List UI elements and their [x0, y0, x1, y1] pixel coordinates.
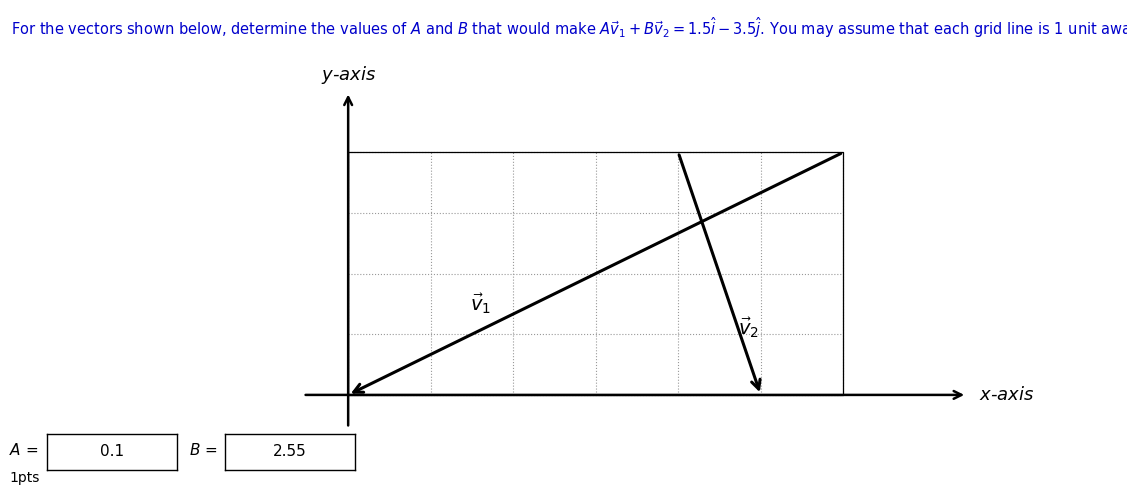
Text: 0.1: 0.1	[100, 444, 124, 459]
Text: For the vectors shown below, determine the values of $A$ and $B$ that would make: For the vectors shown below, determine t…	[11, 15, 1127, 40]
Text: $A$ =: $A$ =	[9, 442, 38, 458]
Text: 1pts: 1pts	[9, 471, 39, 485]
Text: $y$-$axis$: $y$-$axis$	[320, 64, 375, 85]
Text: $B$ =: $B$ =	[189, 442, 218, 458]
Text: 2.55: 2.55	[274, 444, 307, 459]
Text: $x$-$axis$: $x$-$axis$	[979, 386, 1035, 404]
Text: $\vec{v}_2$: $\vec{v}_2$	[738, 316, 758, 340]
Text: $\vec{v}_1$: $\vec{v}_1$	[470, 292, 490, 316]
